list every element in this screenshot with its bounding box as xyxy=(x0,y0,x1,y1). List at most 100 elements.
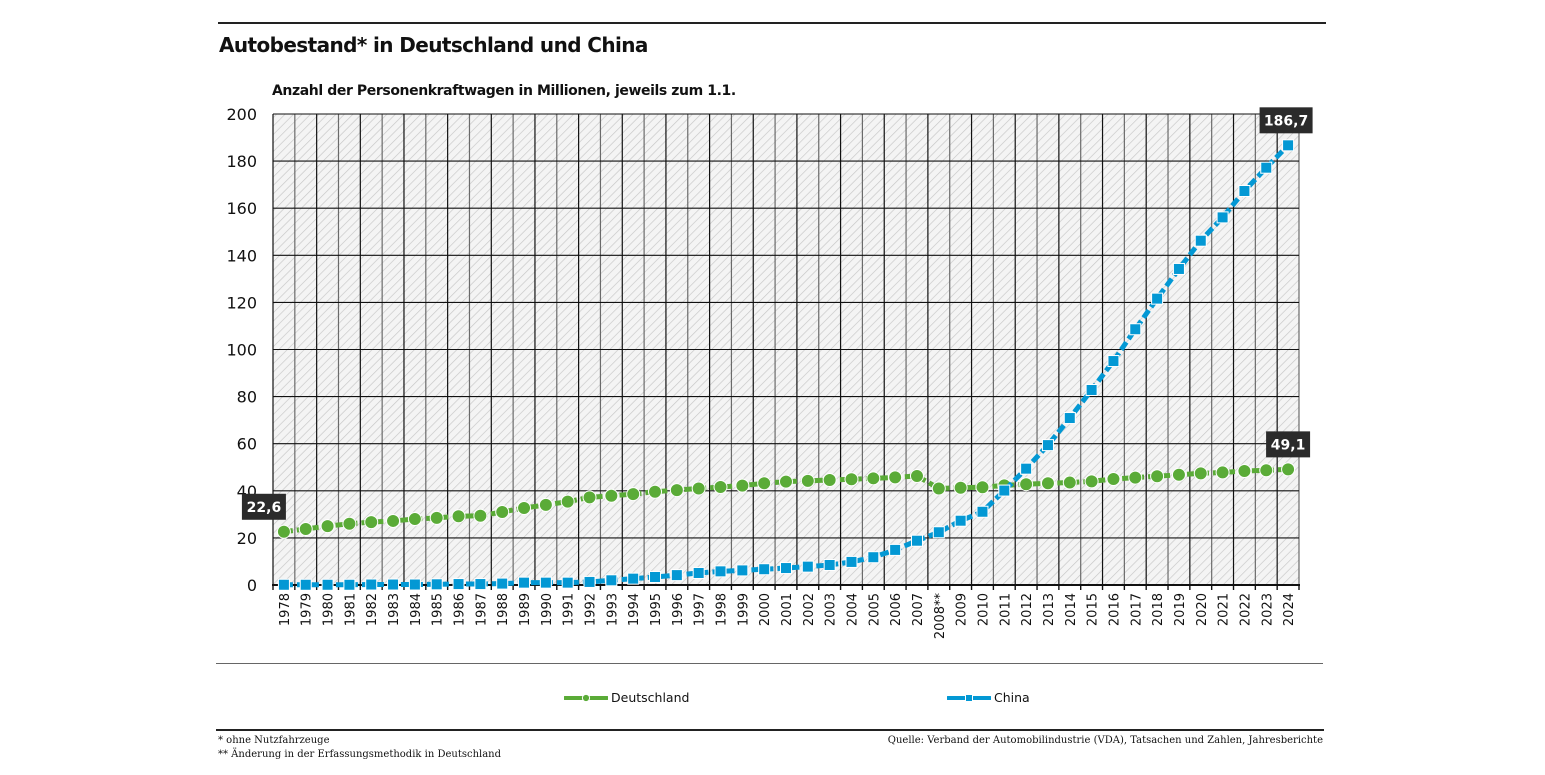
data-point xyxy=(736,564,749,577)
data-point xyxy=(1151,292,1164,305)
footnote-1: * ohne Nutzfahrzeuge xyxy=(218,735,330,746)
data-point xyxy=(1085,384,1098,397)
x-tick-label: 2019 xyxy=(1173,593,1188,626)
y-tick-label: 100 xyxy=(226,341,257,360)
x-tick-label: 2023 xyxy=(1260,593,1275,626)
data-point xyxy=(495,504,510,519)
data-point xyxy=(954,514,967,527)
x-tick-label: 2024 xyxy=(1282,593,1297,626)
footnote-2: ** Änderung in der Erfassungsmethodik in… xyxy=(218,749,502,760)
data-point xyxy=(866,471,881,486)
data-point xyxy=(867,551,880,564)
data-point xyxy=(758,563,771,576)
x-tick-label: 1990 xyxy=(540,593,555,626)
legend-item-china: China xyxy=(947,690,1030,705)
x-tick-label: 2016 xyxy=(1107,593,1122,626)
x-tick-label: 2020 xyxy=(1195,593,1210,626)
data-point xyxy=(365,578,378,591)
x-tick-label: 2010 xyxy=(976,593,991,626)
x-tick-label: 2002 xyxy=(802,593,817,626)
x-tick-label: 1996 xyxy=(671,593,686,626)
data-point xyxy=(735,478,750,493)
x-tick-label: 2008** xyxy=(933,593,948,640)
x-tick-label: 2017 xyxy=(1129,593,1144,626)
chart-title: Autobestand* in Deutschland und China xyxy=(219,33,648,57)
data-label-box xyxy=(1266,431,1311,458)
data-point xyxy=(713,480,728,495)
data-point xyxy=(342,516,357,531)
x-tick-label: 1982 xyxy=(365,593,380,626)
x-tick-label: 1985 xyxy=(431,593,446,626)
data-point xyxy=(321,578,334,591)
data-point xyxy=(1150,469,1165,484)
x-tick-label: 2015 xyxy=(1086,593,1101,626)
y-tick-label: 180 xyxy=(226,152,257,171)
legend-label-china: China xyxy=(994,690,1030,705)
data-label: 186,7 xyxy=(1259,107,1313,134)
x-tick-label: 1980 xyxy=(322,593,337,626)
data-point xyxy=(932,526,945,539)
data-labels: 22,6 49,1 186,7 xyxy=(241,107,1313,520)
legend-marker-square-icon xyxy=(947,693,991,702)
x-tick-label: 1991 xyxy=(562,593,577,626)
data-point xyxy=(1171,467,1186,482)
data-point xyxy=(387,578,400,591)
data-point xyxy=(276,524,291,539)
x-tick-label: 1979 xyxy=(300,593,315,626)
data-point xyxy=(953,480,968,495)
x-tick-label: 2004 xyxy=(845,593,860,626)
x-tick-label: 1998 xyxy=(715,593,730,626)
data-point xyxy=(518,576,531,589)
x-tick-label: 2013 xyxy=(1042,593,1057,626)
data-point xyxy=(691,481,706,496)
x-tick-label: 1981 xyxy=(343,593,358,626)
x-tick-label: 1987 xyxy=(474,593,489,626)
data-point xyxy=(517,500,532,515)
y-tick-label: 20 xyxy=(237,529,257,548)
chart-subtitle: Anzahl der Personenkraftwagen in Million… xyxy=(272,83,736,99)
x-axis xyxy=(272,584,1300,590)
data-point xyxy=(451,509,466,524)
source-note: Quelle: Verband der Automobilindustrie (… xyxy=(887,735,1323,746)
x-tick-label: 1995 xyxy=(649,593,664,626)
x-tick-label: 1983 xyxy=(387,593,402,626)
data-point xyxy=(648,484,663,499)
y-tick-label: 160 xyxy=(226,199,257,218)
y-tick-label: 140 xyxy=(226,246,257,265)
data-point xyxy=(561,576,574,589)
x-tick-label: 1989 xyxy=(518,593,533,626)
x-tick-label: 1984 xyxy=(409,593,424,626)
data-point xyxy=(1020,462,1033,475)
data-point xyxy=(998,484,1011,497)
x-tick-label: 2018 xyxy=(1151,593,1166,626)
data-label: 22,6 xyxy=(241,493,286,520)
x-tick-label: 2021 xyxy=(1217,593,1232,626)
data-label-text: 186,7 xyxy=(1264,113,1308,129)
data-point xyxy=(364,515,379,530)
x-tick-label: 2009 xyxy=(955,593,970,626)
data-point xyxy=(560,494,575,509)
y-tick-label: 80 xyxy=(237,388,257,407)
data-point xyxy=(1063,412,1076,425)
top-rule xyxy=(218,22,1326,24)
data-point xyxy=(910,534,923,547)
x-tick-label: 2012 xyxy=(1020,593,1035,626)
y-tick-label: 200 xyxy=(226,105,257,124)
data-point xyxy=(582,490,597,505)
legend-label-deutschland: Deutschland xyxy=(611,690,690,705)
series-china xyxy=(277,139,1295,591)
series-deutschland xyxy=(276,462,1296,539)
data-point xyxy=(1194,234,1207,247)
data-point xyxy=(1259,463,1274,478)
y-tick-label: 0 xyxy=(247,576,257,595)
data-label-text: 22,6 xyxy=(247,500,282,516)
data-point xyxy=(1282,139,1295,152)
data-point xyxy=(473,508,488,523)
data-point xyxy=(538,497,553,512)
data-point xyxy=(429,510,444,525)
data-point xyxy=(408,578,421,591)
series-layer xyxy=(276,139,1296,591)
data-point xyxy=(452,578,465,591)
data-point xyxy=(605,574,618,587)
